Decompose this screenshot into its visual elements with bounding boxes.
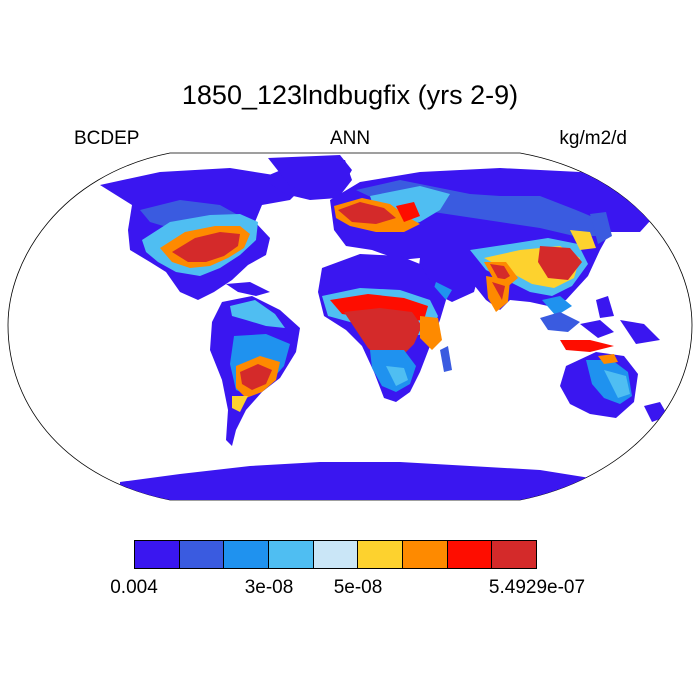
eurasia — [330, 168, 660, 316]
antarctica — [120, 462, 620, 500]
variable-label: BCDEP — [74, 128, 140, 149]
colorbar-box-6 — [358, 541, 404, 568]
colorbar-box-1 — [135, 541, 180, 568]
season-label: ANN — [329, 128, 371, 149]
australia — [560, 352, 668, 422]
colorbar-box-9 — [492, 541, 537, 568]
maritime-asia — [540, 296, 660, 352]
colorbar-box-3 — [224, 541, 270, 568]
north-america — [100, 160, 352, 300]
colorbar — [134, 540, 537, 569]
colorbar-tick-3: 5e-08 — [333, 577, 383, 598]
colorbar-tick-1: 0.004 — [110, 577, 158, 598]
colorbar-box-8 — [447, 541, 493, 568]
colorbar-box-4 — [269, 541, 314, 568]
units-label: kg/m2/d — [559, 128, 627, 149]
colorbar-box-2 — [179, 541, 225, 568]
colorbar-box-5 — [313, 541, 359, 568]
south-america — [210, 296, 300, 446]
map-title: 1850_123lndbugfix (yrs 2-9) — [181, 80, 519, 110]
colorbar-tick-4: 5.4929e-07 — [488, 577, 586, 598]
colorbar-box-7 — [403, 541, 448, 568]
greenland — [268, 155, 352, 194]
africa — [318, 254, 452, 402]
colorbar-tick-2: 3e-08 — [244, 577, 294, 598]
